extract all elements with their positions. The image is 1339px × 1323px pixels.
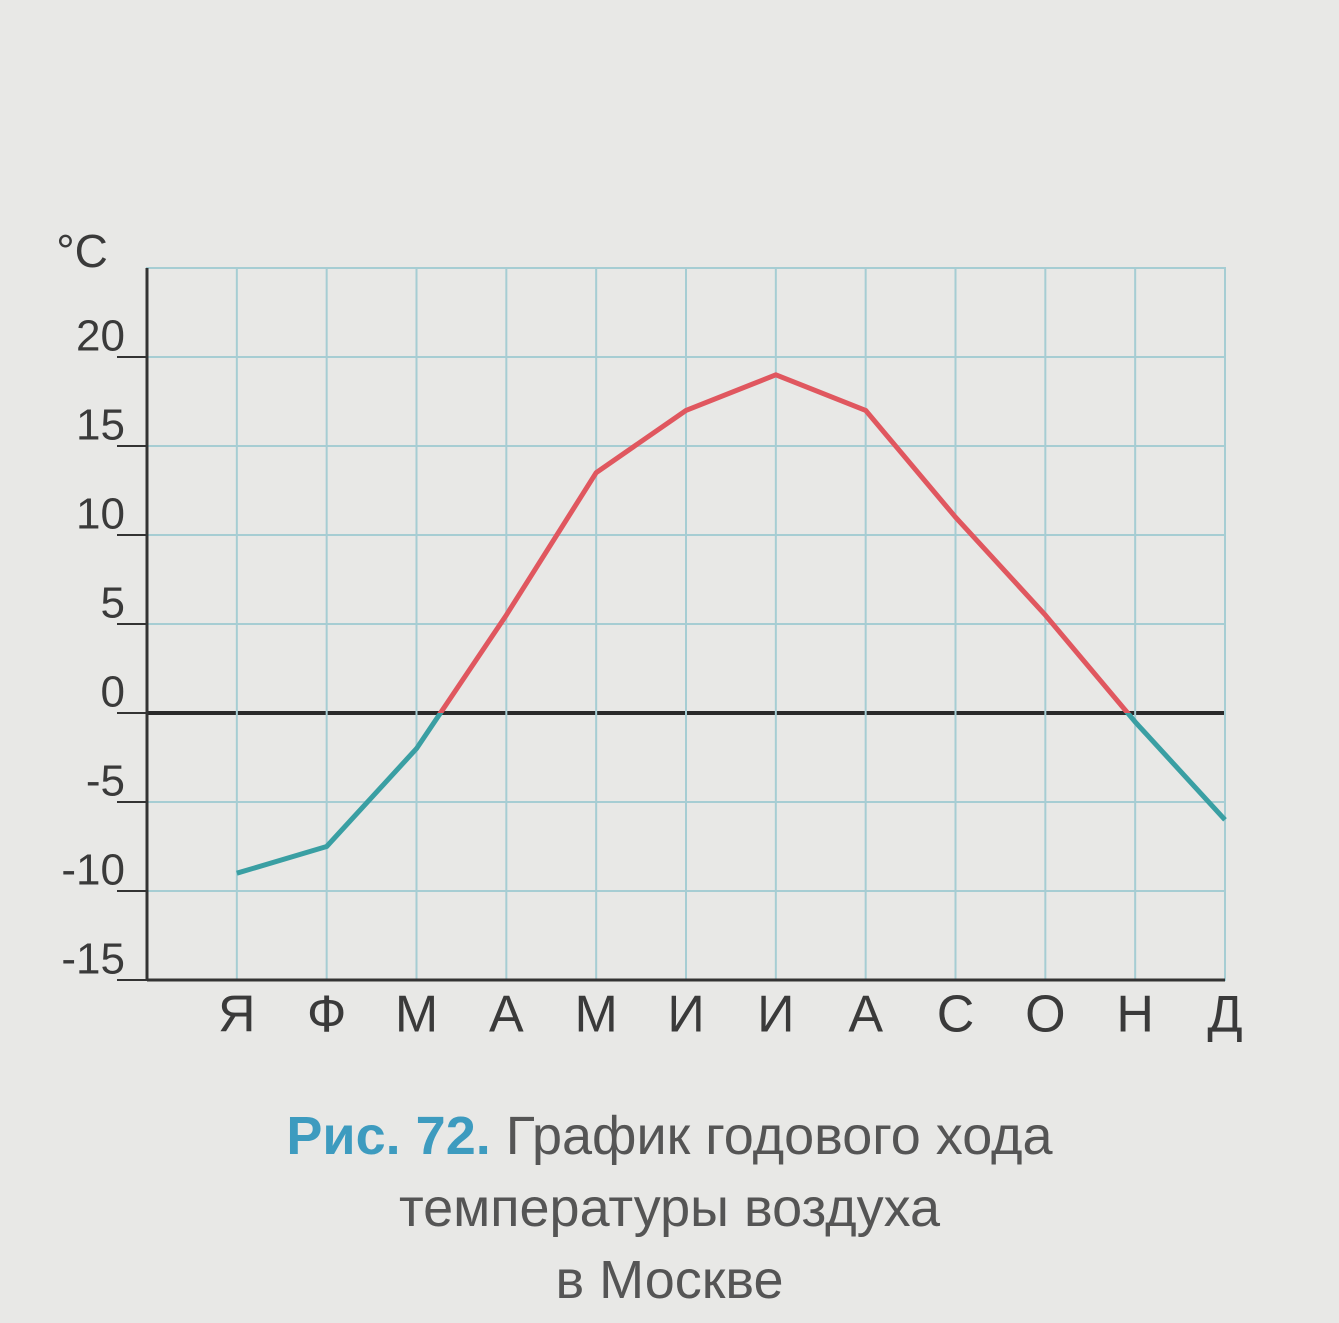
y-tick-label: -5 [86, 757, 125, 806]
x-tick-label: М [575, 986, 618, 1044]
caption-label: Рис. 72. [286, 1106, 491, 1166]
y-tick-label: 20 [76, 312, 125, 361]
x-tick-label: Ф [307, 986, 347, 1044]
temperature-line [437, 372, 1131, 713]
x-tick-label: О [1025, 986, 1065, 1044]
temperature-line [236, 713, 1227, 876]
y-tick-label: -15 [61, 935, 125, 984]
y-tick-label: 0 [101, 668, 125, 717]
x-tick-label: И [667, 986, 704, 1044]
caption-line: в Москве [555, 1250, 784, 1310]
caption-line: температуры воздуха [398, 1178, 941, 1238]
y-tick-label: 15 [76, 401, 125, 450]
x-tick-label: С [937, 986, 975, 1044]
caption-line: Рис. 72. График годового хода [0, 1100, 1339, 1172]
x-tick-label: А [848, 986, 883, 1044]
x-tick-label: Н [1116, 986, 1154, 1044]
caption: Рис. 72. График годового хода температур… [0, 1100, 1339, 1316]
y-tick-label: 5 [101, 579, 125, 628]
y-tick-label: 10 [76, 490, 125, 539]
caption-text: График годового хода [505, 1106, 1053, 1166]
x-tick-label: Д [1207, 986, 1242, 1044]
x-tick-label: И [757, 986, 794, 1044]
x-tick-label: М [395, 986, 438, 1044]
y-axis-unit: °C [56, 225, 108, 277]
y-tick-label: -10 [61, 846, 125, 895]
x-tick-label: Я [218, 986, 256, 1044]
x-tick-label: А [489, 986, 524, 1044]
